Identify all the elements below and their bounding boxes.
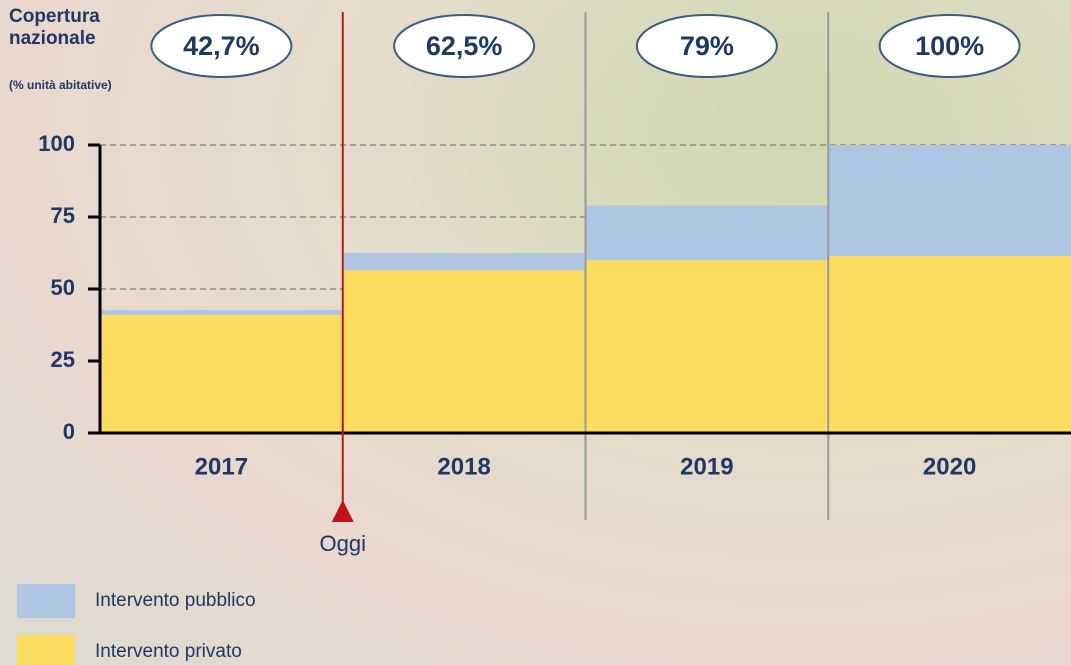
today-marker <box>332 500 354 522</box>
legend-swatch <box>17 584 75 618</box>
bar-segment <box>828 256 1071 433</box>
y-tick-label: 100 <box>38 131 75 156</box>
legend-label: Intervento pubblico <box>95 590 256 611</box>
x-tick-label: 2017 <box>195 453 248 480</box>
chart: 0 25 50 75 100 2017 42,7% 2018 62,5% 2019 79% 2020 1… <box>0 0 1071 665</box>
page: 0 25 50 75 100 2017 42,7% 2018 62,5% 2019 79% 2020 1… <box>0 0 1071 665</box>
legend-swatch <box>17 635 75 665</box>
total-label: 79% <box>680 31 734 61</box>
bar-segment <box>586 260 829 433</box>
total-label: 100% <box>915 31 984 61</box>
chart-title: Copertura nazionale <box>9 6 109 50</box>
y-tick-label: 75 <box>51 203 75 228</box>
bar-segment <box>586 205 829 260</box>
bar-segment <box>343 270 586 433</box>
legend-label: Intervento privato <box>95 641 242 662</box>
bar-segment <box>343 253 586 270</box>
bar-segment <box>100 310 343 315</box>
chart-subtitle: (% unità abitative) <box>9 78 112 92</box>
total-label: 62,5% <box>426 31 503 61</box>
y-tick-label: 25 <box>51 347 75 372</box>
x-tick-label: 2018 <box>437 453 490 480</box>
bar-segment <box>828 145 1071 256</box>
annotation: Oggi <box>320 531 366 556</box>
bar-segment <box>100 315 343 433</box>
x-tick-label: 2019 <box>680 453 733 480</box>
total-label: 42,7% <box>183 31 260 61</box>
x-tick-label: 2020 <box>923 453 976 480</box>
y-tick-label: 50 <box>51 275 75 300</box>
y-tick-label: 0 <box>63 419 75 444</box>
